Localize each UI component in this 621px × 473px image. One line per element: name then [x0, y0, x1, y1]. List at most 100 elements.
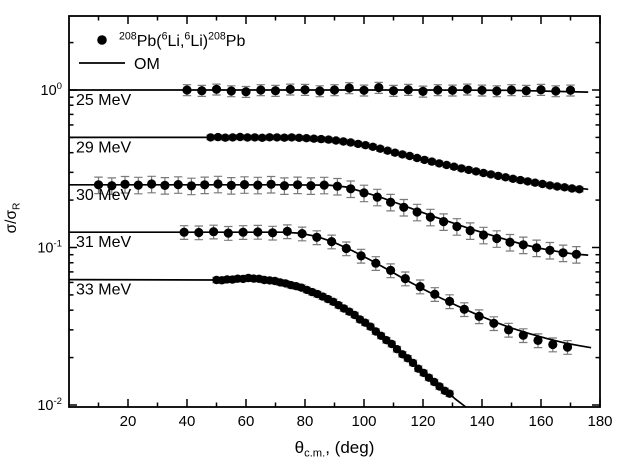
data-point: [538, 179, 547, 189]
data-point: [392, 345, 402, 354]
data-point: [536, 85, 546, 95]
data-point: [302, 134, 311, 143]
data-point: [287, 133, 296, 142]
data-point: [371, 258, 381, 268]
data-point: [387, 339, 396, 349]
data-point: [471, 167, 481, 176]
data-point: [545, 245, 555, 255]
data-point: [372, 192, 382, 202]
x-axis-tick-label: 40: [179, 413, 196, 430]
data-point: [235, 132, 245, 142]
data-point: [265, 133, 274, 142]
data-point: [256, 85, 266, 95]
data-point: [359, 85, 369, 95]
data-point: [415, 282, 425, 292]
x-axis-tick-label: 60: [238, 413, 255, 430]
series-label-33-mev: 33 MeV: [76, 282, 131, 299]
data-point: [221, 133, 230, 142]
data-point: [433, 85, 443, 95]
data-point: [272, 133, 282, 142]
data-point: [408, 358, 418, 368]
data-point: [294, 133, 304, 142]
data-point: [266, 179, 276, 189]
data-point: [346, 138, 355, 147]
data-point: [575, 185, 584, 194]
data-point: [504, 325, 514, 335]
series-label-29-mev: 29 MeV: [76, 139, 131, 156]
error-bars-31-mev: [179, 224, 572, 355]
data-point: [241, 87, 251, 97]
y-axis-title: σ/σR: [3, 203, 22, 234]
data-point: [376, 144, 385, 153]
data-point: [390, 148, 400, 157]
data-point: [383, 146, 392, 155]
data-point: [445, 296, 455, 306]
data-point: [516, 175, 525, 185]
data-point: [368, 142, 378, 151]
data-point: [548, 339, 558, 350]
data-point: [412, 207, 422, 217]
data-point: [386, 197, 396, 207]
data-point: [253, 180, 263, 190]
data-point: [551, 86, 561, 96]
data-point: [253, 227, 263, 237]
legend-marker-circle: [97, 35, 107, 45]
data-point: [268, 228, 278, 238]
data-point: [317, 134, 326, 144]
data-point: [300, 85, 310, 95]
data-point: [160, 180, 170, 190]
data-point: [359, 188, 369, 198]
data-point: [324, 135, 333, 144]
data-point: [213, 179, 223, 189]
data-point: [213, 132, 223, 142]
data-point: [459, 304, 469, 314]
data-point: [435, 159, 444, 168]
data-point: [282, 226, 292, 236]
data-point: [312, 232, 322, 242]
data-point: [194, 227, 204, 238]
data-point: [518, 330, 528, 340]
data-point: [465, 226, 475, 236]
data-point: [361, 141, 370, 150]
data-point: [403, 85, 413, 95]
data-point: [279, 181, 289, 191]
data-point: [293, 180, 303, 190]
data-point: [418, 86, 428, 96]
data-point: [182, 85, 192, 95]
data-point: [505, 237, 515, 247]
data-point: [425, 212, 435, 222]
data-point: [211, 84, 222, 94]
data-point: [309, 134, 319, 143]
data-points-25-mev: [182, 83, 576, 97]
data-point: [107, 181, 117, 191]
y-axis-tick-label: 100: [41, 81, 62, 99]
data-point: [464, 165, 473, 175]
data-points-31-mev: [179, 226, 573, 352]
data-point: [341, 243, 351, 254]
data-point: [430, 289, 440, 299]
data-point: [521, 86, 531, 96]
data-point: [400, 274, 410, 284]
data-point: [386, 265, 396, 275]
data-point: [445, 389, 454, 398]
data-point: [285, 84, 295, 94]
y-axis-tick-label: 10-1: [37, 238, 62, 256]
data-point: [209, 227, 219, 237]
data-point: [133, 180, 143, 190]
legend-label-reaction: 208Pb(6Li,6Li)208Pb: [119, 30, 245, 50]
data-point: [506, 85, 517, 95]
data-point: [186, 181, 196, 191]
data-point: [147, 179, 157, 189]
data-point: [353, 139, 363, 149]
data-point: [427, 157, 437, 166]
data-point: [327, 237, 337, 247]
data-point: [449, 162, 459, 171]
data-point: [439, 217, 449, 227]
series-label-25-mev: 25 MeV: [76, 92, 131, 109]
data-point: [399, 202, 409, 212]
series-label-30-mev: 30 MeV: [76, 187, 131, 204]
series-label-31-mev: 31 MeV: [76, 234, 131, 251]
data-point: [356, 251, 366, 261]
